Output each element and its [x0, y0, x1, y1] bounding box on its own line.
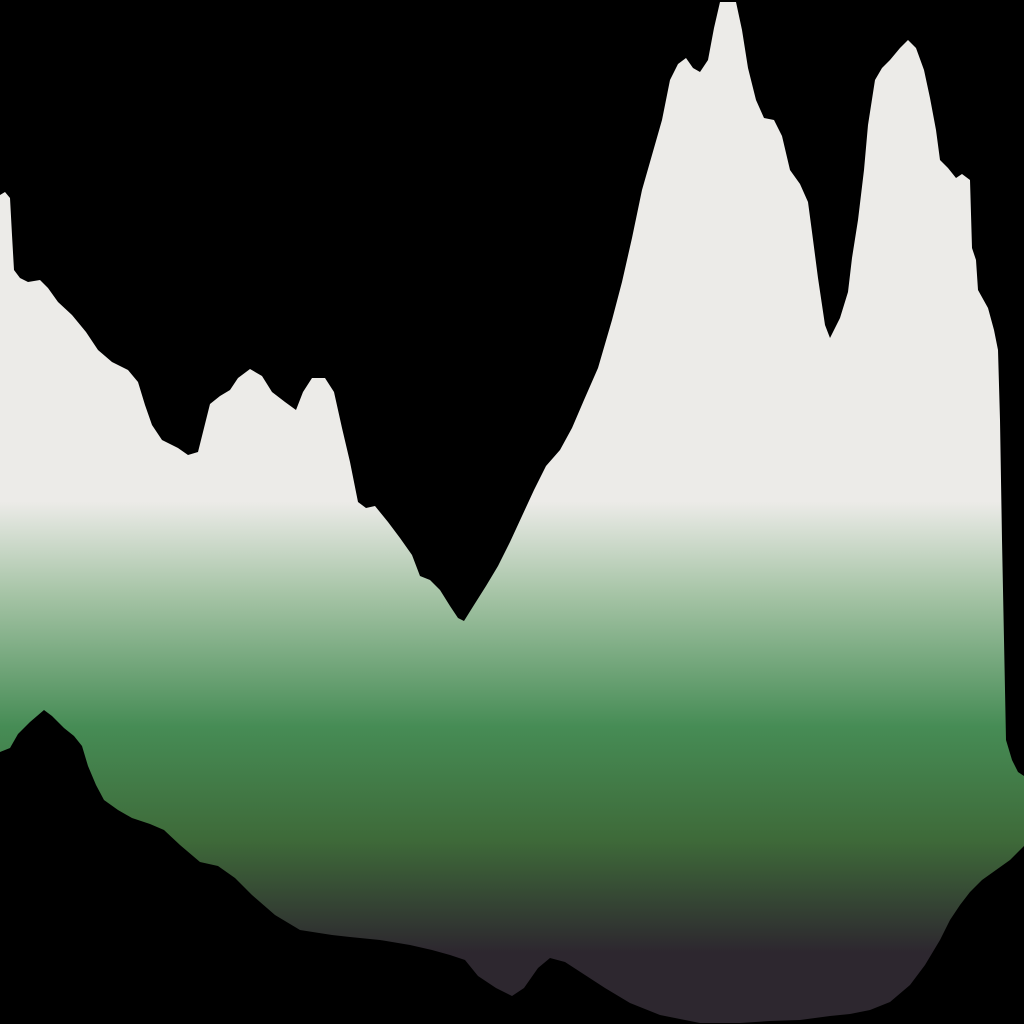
mountain-silhouette [0, 2, 1024, 1023]
canvas [0, 0, 1024, 1024]
mountain-artwork [0, 0, 1024, 1024]
